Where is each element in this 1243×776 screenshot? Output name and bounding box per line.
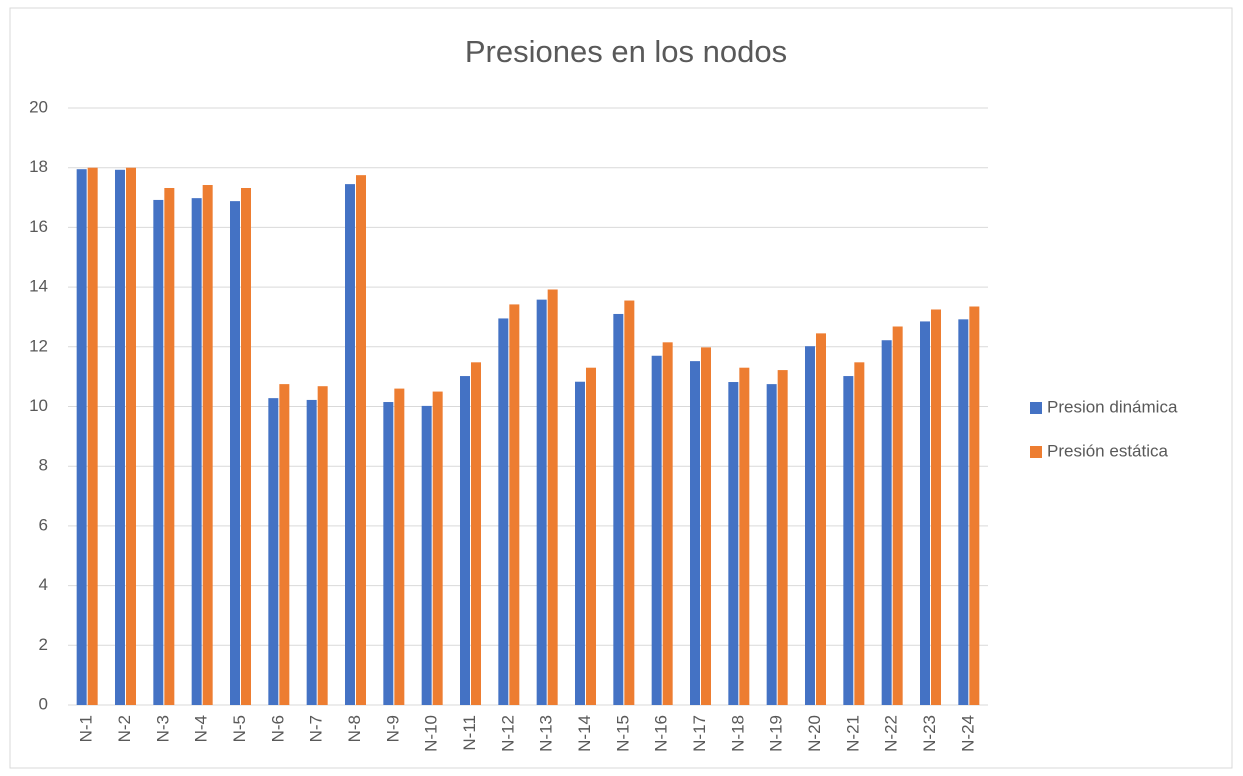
x-tick-label: N-17 xyxy=(690,715,709,752)
y-tick-label: 4 xyxy=(39,575,48,594)
bar xyxy=(662,342,673,705)
bar xyxy=(892,326,903,705)
bar xyxy=(230,201,240,705)
x-tick-label: N-8 xyxy=(345,715,364,742)
bar xyxy=(881,340,892,705)
bar xyxy=(805,346,815,705)
bar xyxy=(547,289,558,705)
x-tick-label: N-15 xyxy=(613,715,632,752)
x-tick-label: N-4 xyxy=(192,715,211,742)
bar xyxy=(383,402,394,705)
bar xyxy=(191,198,202,705)
y-tick-label: 20 xyxy=(29,97,48,116)
bar xyxy=(690,361,700,705)
bar xyxy=(76,169,87,705)
bar xyxy=(126,167,136,705)
bar xyxy=(394,388,405,705)
y-tick-label: 8 xyxy=(39,456,48,475)
legend-label: Presion dinámica xyxy=(1047,397,1178,416)
x-tick-label: N-10 xyxy=(422,715,441,752)
x-tick-label: N-21 xyxy=(843,715,862,752)
bar xyxy=(969,306,980,705)
bar xyxy=(854,362,865,705)
legend-swatch xyxy=(1030,402,1042,414)
legend-label: Presión estática xyxy=(1047,441,1168,460)
bar xyxy=(701,347,711,705)
x-tick-label: N-1 xyxy=(77,715,96,742)
y-tick-label: 2 xyxy=(39,635,48,654)
bar xyxy=(306,399,317,705)
bar xyxy=(87,167,98,705)
x-tick-label: N-13 xyxy=(537,715,556,752)
bar xyxy=(575,381,585,705)
y-tick-label: 0 xyxy=(39,694,48,713)
x-tick-label: N-2 xyxy=(115,715,134,742)
x-tick-label: N-22 xyxy=(882,715,901,752)
bar xyxy=(279,384,290,705)
bar xyxy=(345,184,355,705)
legend-swatch xyxy=(1030,446,1042,458)
bar xyxy=(739,367,750,705)
x-tick-label: N-7 xyxy=(307,715,326,742)
bar xyxy=(498,318,509,705)
x-tick-label: N-6 xyxy=(268,715,287,742)
bar xyxy=(432,391,443,705)
y-tick-label: 10 xyxy=(29,396,48,415)
bar xyxy=(958,319,969,705)
bar xyxy=(153,199,164,706)
bar xyxy=(115,169,125,706)
bar xyxy=(651,355,662,705)
bar xyxy=(202,185,213,705)
bar xyxy=(766,384,777,705)
bar xyxy=(241,187,251,706)
bar xyxy=(613,313,624,705)
bar xyxy=(268,398,279,705)
bar xyxy=(816,333,826,705)
bar xyxy=(460,376,470,705)
bar xyxy=(843,376,854,705)
x-tick-label: N-3 xyxy=(153,715,172,742)
y-tick-label: 18 xyxy=(29,157,48,176)
bar xyxy=(624,300,635,705)
x-tick-label: N-12 xyxy=(498,715,517,752)
bar xyxy=(920,321,930,705)
bar xyxy=(164,187,175,706)
x-tick-label: N-20 xyxy=(805,715,824,752)
bar xyxy=(931,309,941,705)
x-tick-label: N-23 xyxy=(920,715,939,752)
bar xyxy=(536,299,547,705)
x-tick-label: N-19 xyxy=(767,715,786,752)
bar xyxy=(586,367,596,705)
y-tick-label: 14 xyxy=(29,277,48,296)
bar xyxy=(421,405,432,705)
y-tick-label: 12 xyxy=(29,336,48,355)
x-tick-label: N-9 xyxy=(383,715,402,742)
y-tick-label: 16 xyxy=(29,217,48,236)
chart-title: Presiones en los nodos xyxy=(465,34,787,69)
bar xyxy=(728,382,739,705)
bar xyxy=(356,175,366,706)
x-tick-label: N-5 xyxy=(230,715,249,742)
bar xyxy=(509,304,520,705)
x-tick-label: N-16 xyxy=(652,715,671,752)
x-tick-label: N-11 xyxy=(460,715,479,751)
bar xyxy=(777,370,788,705)
y-tick-label: 6 xyxy=(39,515,48,534)
x-tick-label: N-14 xyxy=(575,715,594,752)
bar xyxy=(317,386,328,705)
x-tick-label: N-24 xyxy=(958,715,977,752)
x-tick-label: N-18 xyxy=(728,715,747,752)
bar xyxy=(471,362,481,705)
